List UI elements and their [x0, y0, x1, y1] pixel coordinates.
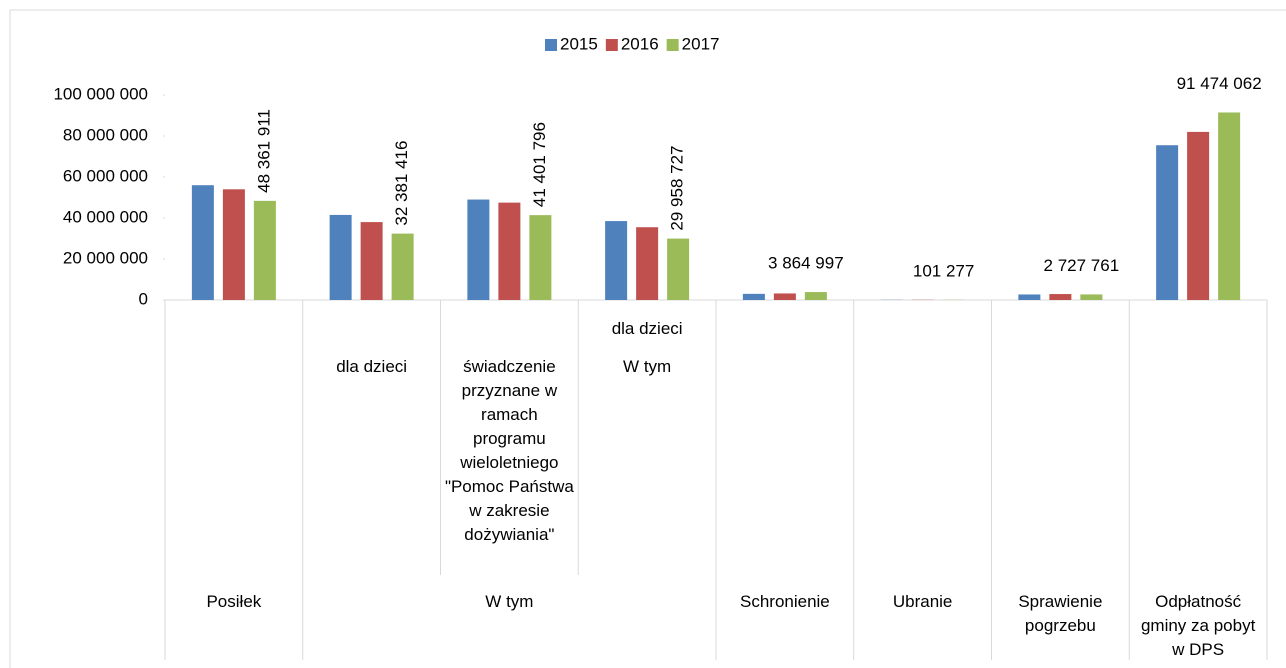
bar — [329, 214, 352, 300]
chart-border — [9, 9, 1286, 668]
legend-label: 2017 — [682, 34, 720, 53]
group-label: W tym — [485, 592, 534, 611]
x-tick-label: Schronienie — [739, 592, 830, 611]
bar — [1049, 294, 1072, 300]
x-tick-label: dla dzieci — [611, 319, 683, 338]
data-label: 41 401 796 — [530, 122, 549, 207]
data-label: 2 727 761 — [1044, 256, 1120, 275]
legend-swatch — [666, 39, 679, 51]
legend-swatch — [545, 39, 557, 51]
data-label: 3 864 997 — [768, 254, 844, 273]
y-tick-label: 0 — [139, 289, 148, 308]
bar — [667, 238, 690, 300]
bar — [804, 292, 827, 300]
legend-label: 2015 — [560, 34, 598, 53]
bar — [773, 293, 796, 300]
x-tick-label: dla dzieci — [336, 357, 408, 376]
y-tick-label: 20 000 000 — [63, 248, 148, 267]
y-tick-label: 40 000 000 — [63, 207, 148, 226]
x-tick-label: Sprawienie pogrzebu — [1018, 592, 1103, 635]
bar — [1156, 145, 1179, 300]
bar — [222, 189, 245, 300]
data-label: 91 474 062 — [1177, 74, 1262, 93]
bar — [498, 202, 521, 300]
legend-swatch — [605, 39, 618, 51]
x-tick-label: Posiłek — [206, 592, 262, 611]
bar — [529, 215, 552, 300]
data-label: 29 958 727 — [668, 145, 687, 230]
data-label: 48 361 911 — [254, 109, 273, 193]
data-label: 101 277 — [913, 261, 974, 280]
bar — [467, 199, 490, 300]
x-tick-label: Ubranie — [892, 592, 953, 611]
bar — [253, 200, 276, 300]
y-tick-label: 60 000 000 — [63, 166, 148, 185]
bar — [1187, 131, 1210, 300]
bar — [742, 293, 765, 300]
bar — [360, 222, 383, 300]
bar — [391, 233, 414, 300]
bar — [191, 185, 214, 300]
y-tick-label: 100 000 000 — [53, 84, 148, 103]
y-tick-label: 80 000 000 — [63, 125, 148, 144]
bar — [1080, 294, 1103, 300]
x-tick-label: Odpłatność gminy za pobyt w DPS — [1140, 592, 1256, 659]
group-label: W tym — [623, 357, 672, 376]
bar — [605, 221, 628, 300]
bar — [636, 227, 659, 300]
legend-label: 2016 — [621, 34, 659, 53]
bar — [1218, 112, 1241, 300]
bar — [1018, 294, 1041, 300]
data-label: 32 381 416 — [392, 141, 411, 226]
x-tick-label: świadczenie przyznane w ramach programu … — [444, 357, 574, 544]
